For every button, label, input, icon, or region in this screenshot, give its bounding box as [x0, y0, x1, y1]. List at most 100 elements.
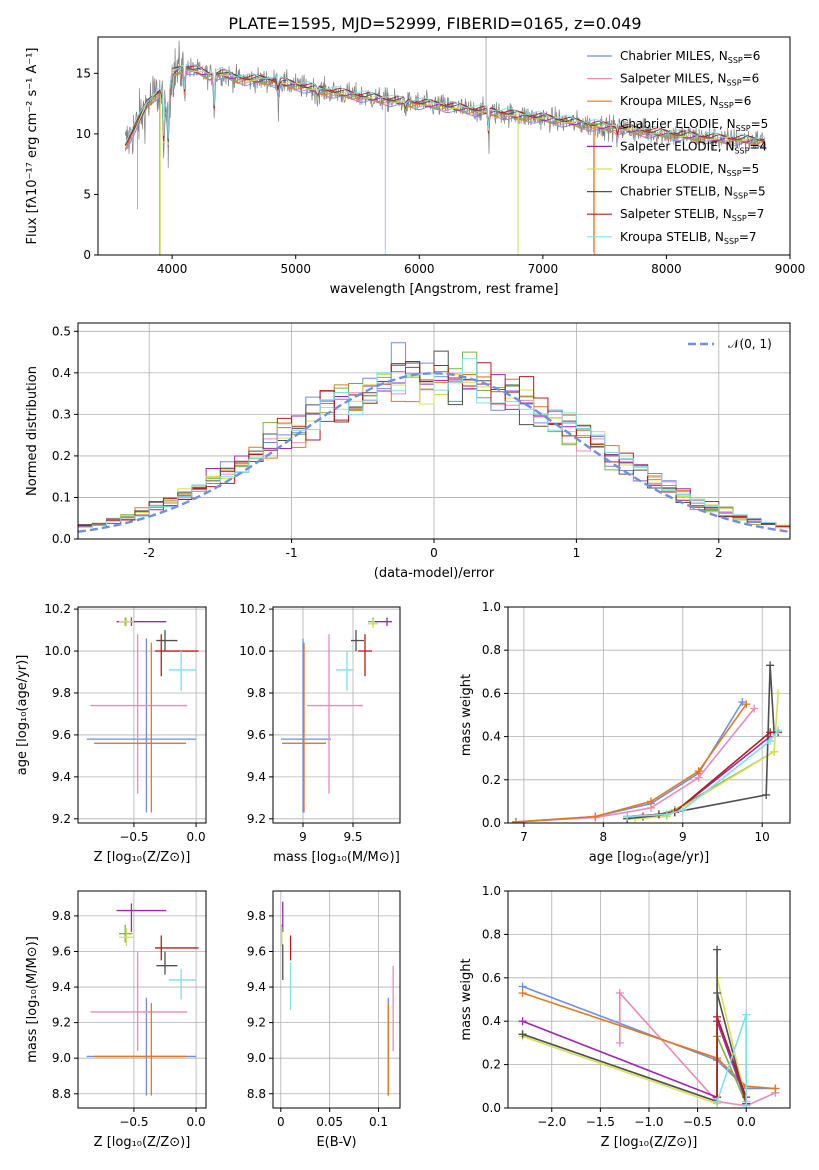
- y-tick-label: 9.6: [247, 944, 266, 958]
- x-tick-label: 0.0: [187, 830, 206, 844]
- legend-nssp-subscript: SSP: [719, 101, 734, 110]
- weight-marker: [511, 817, 520, 823]
- x-tick-label: 7000: [528, 262, 559, 276]
- y-tick-label: 9.2: [247, 812, 266, 826]
- legend-nssp-value: =5: [751, 117, 769, 131]
- y-tick-label: 9.6: [52, 944, 71, 958]
- y-tick-label: 0.4: [482, 730, 501, 744]
- weight-marker: [678, 806, 687, 815]
- x-tick-label: 5000: [280, 262, 311, 276]
- errorbar-point-0: [86, 638, 197, 813]
- legend-nssp-subscript: SSP: [732, 214, 747, 223]
- legend-nssp-value: =6: [742, 72, 760, 86]
- axes-frame: [507, 606, 791, 824]
- legend-model-name: Salpeter ELODIE: [620, 139, 718, 153]
- y-tick-label: 10.0: [239, 644, 266, 658]
- legend-entry-6: Chabrier STELIB, NSSP=5: [620, 185, 766, 201]
- legend-nssp-prefix: , N: [716, 185, 733, 199]
- weight-marker: [750, 704, 759, 713]
- weight-marker: [742, 1010, 751, 1019]
- weight-vs-Z-plot-area: [518, 945, 780, 1108]
- y-tick-label: 8.8: [52, 1087, 71, 1101]
- x-tick-label: 0.0: [737, 1115, 756, 1129]
- weight-marker: [742, 700, 751, 709]
- legend-nssp-subscript: SSP: [733, 192, 748, 201]
- y-tick-label: 9.8: [247, 686, 266, 700]
- x-axis-label: wavelength [Angstrom, rest frame]: [330, 282, 559, 297]
- weight-marker: [591, 812, 600, 821]
- y-tick-label: 0.0: [482, 816, 501, 830]
- legend-nssp-value: =5: [748, 185, 766, 199]
- x-tick-label: 9: [299, 830, 307, 844]
- legend-entry-5: Kroupa ELODIE, NSSP=5: [620, 162, 759, 178]
- x-tick-label: −0.5: [119, 1115, 148, 1129]
- x-tick-label: 0: [430, 546, 438, 560]
- y-tick-label: 9.2: [52, 1016, 71, 1030]
- legend-nssp-value: =6: [743, 49, 761, 63]
- age-vs-Z-plot-area: [86, 617, 199, 813]
- weight-marker: [623, 812, 632, 821]
- x-tick-label: 1: [573, 546, 581, 560]
- y-tick-label: 10.2: [239, 602, 266, 616]
- y-axis-label: mass [log₁₀(M/M⊙)]: [25, 936, 40, 1063]
- weight-vs-age-panel: 7 8 9 10 0.0 0.2 0.4 0.6 0.8 1.0 age [log₁₀(age/yr…: [459, 600, 791, 865]
- errorbar-point-0: [281, 638, 331, 813]
- y-tick-label: 0.4: [482, 1014, 501, 1028]
- axes-frame: [77, 322, 791, 540]
- y-tick-label: 5: [83, 187, 91, 201]
- x-tick-label: 9.5: [343, 830, 362, 844]
- residuals-panel: -2 -1 0 1 2 0.0 0.1 0.2 0.3 0.4 0.5 (data-model)/er…: [25, 322, 791, 581]
- weight-marker: [766, 728, 775, 737]
- residual-histogram-8: [78, 358, 790, 528]
- mass-vs-Z-panel: −0.5 0.0 8.8 9.0 9.2 9.4 9.6 9.8 Z [log₁₀(Z/Z⊙)]…: [25, 890, 207, 1150]
- y-tick-label: 0.2: [482, 773, 501, 787]
- mass-vs-Z-plot-area: [86, 903, 199, 1096]
- errorbar-point-6: [156, 630, 178, 652]
- legend-model-name: Salpeter MILES: [620, 72, 710, 86]
- errorbar-point-6: [351, 630, 364, 652]
- y-tick-label: 9.2: [247, 1016, 266, 1030]
- y-tick-label: 9.4: [247, 770, 266, 784]
- residuals-plot-area: [78, 342, 790, 533]
- x-tick-label: −1.5: [586, 1115, 615, 1129]
- y-tick-label: 0.3: [52, 407, 71, 421]
- y-tick-label: 9.4: [247, 980, 266, 994]
- legend-nssp-prefix: , N: [719, 117, 736, 131]
- figure-title: PLATE=1595, MJD=52999, FIBERID=0165, z=0…: [228, 14, 641, 33]
- axes-frame: [507, 890, 791, 1109]
- legend-nssp-subscript: SSP: [724, 237, 739, 246]
- weight-marker: [662, 810, 671, 819]
- legend-nssp-value: =5: [742, 162, 760, 176]
- weight-line: [515, 701, 743, 823]
- y-tick-label: 1.0: [482, 884, 501, 898]
- y-tick-label: 9.0: [52, 1051, 71, 1065]
- errorbar-point-1: [307, 634, 363, 794]
- x-tick-label: 0.0: [187, 1115, 206, 1129]
- y-tick-label: 0.8: [482, 643, 501, 657]
- x-tick-label: 2: [715, 546, 723, 560]
- normal-reference-curve: [78, 372, 790, 533]
- x-tick-label: −2.0: [537, 1115, 566, 1129]
- x-tick-label: 6000: [404, 262, 435, 276]
- legend-entry-7: Salpeter STELIB, NSSP=7: [620, 207, 764, 223]
- axes-frame: [77, 606, 207, 824]
- weight-marker: [646, 797, 655, 806]
- weight-marker: [713, 1097, 722, 1106]
- y-tick-label: 9.4: [52, 980, 71, 994]
- legend-model-name: Salpeter STELIB: [620, 207, 715, 221]
- x-tick-label: 8: [600, 830, 608, 844]
- x-tick-label: 10: [755, 830, 770, 844]
- y-tick-label: 1.0: [482, 600, 501, 614]
- model-spectrum-4: [124, 65, 765, 147]
- weight-line: [522, 977, 747, 1105]
- mass-vs-ebv-plot-area: [281, 901, 394, 1096]
- legend-nssp-value: =4: [749, 139, 767, 153]
- legend-model-name: Kroupa MILES: [620, 94, 702, 108]
- weight-series-3: [623, 747, 779, 821]
- x-axis-label: Z [log₁₀(Z/Z⊙)]: [601, 1135, 698, 1150]
- x-axis-label: mass [log₁₀(M/M⊙)]: [273, 850, 400, 865]
- legend-entry-8: Kroupa STELIB, NSSP=7: [620, 230, 757, 246]
- x-tick-label: −1.0: [634, 1115, 663, 1129]
- errorbar-point-4: [116, 903, 167, 932]
- x-tick-label: -1: [286, 546, 298, 560]
